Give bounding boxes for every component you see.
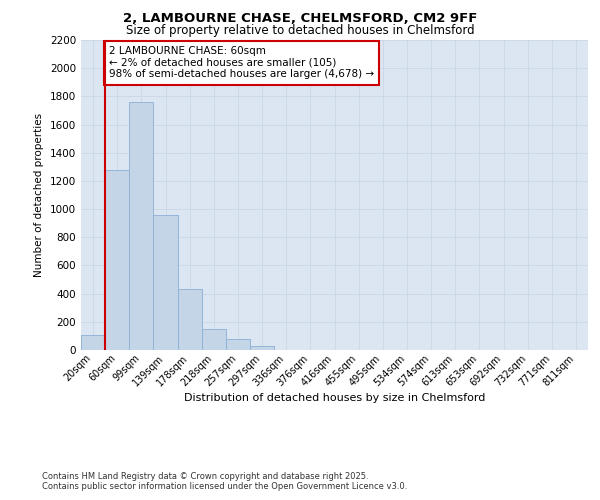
Bar — [226, 340, 250, 350]
Text: Size of property relative to detached houses in Chelmsford: Size of property relative to detached ho… — [125, 24, 475, 37]
Bar — [105, 170, 129, 350]
Text: Contains HM Land Registry data © Crown copyright and database right 2025.
Contai: Contains HM Land Registry data © Crown c… — [42, 472, 407, 491]
Text: 2, LAMBOURNE CHASE, CHELMSFORD, CM2 9FF: 2, LAMBOURNE CHASE, CHELMSFORD, CM2 9FF — [123, 12, 477, 26]
Bar — [154, 214, 178, 350]
Bar — [129, 102, 154, 350]
Bar — [202, 329, 226, 350]
Bar — [178, 290, 202, 350]
Text: 2 LAMBOURNE CHASE: 60sqm
← 2% of detached houses are smaller (105)
98% of semi-d: 2 LAMBOURNE CHASE: 60sqm ← 2% of detache… — [109, 46, 374, 80]
Y-axis label: Number of detached properties: Number of detached properties — [34, 113, 44, 277]
X-axis label: Distribution of detached houses by size in Chelmsford: Distribution of detached houses by size … — [184, 394, 485, 404]
Bar — [81, 334, 105, 350]
Bar — [250, 346, 274, 350]
